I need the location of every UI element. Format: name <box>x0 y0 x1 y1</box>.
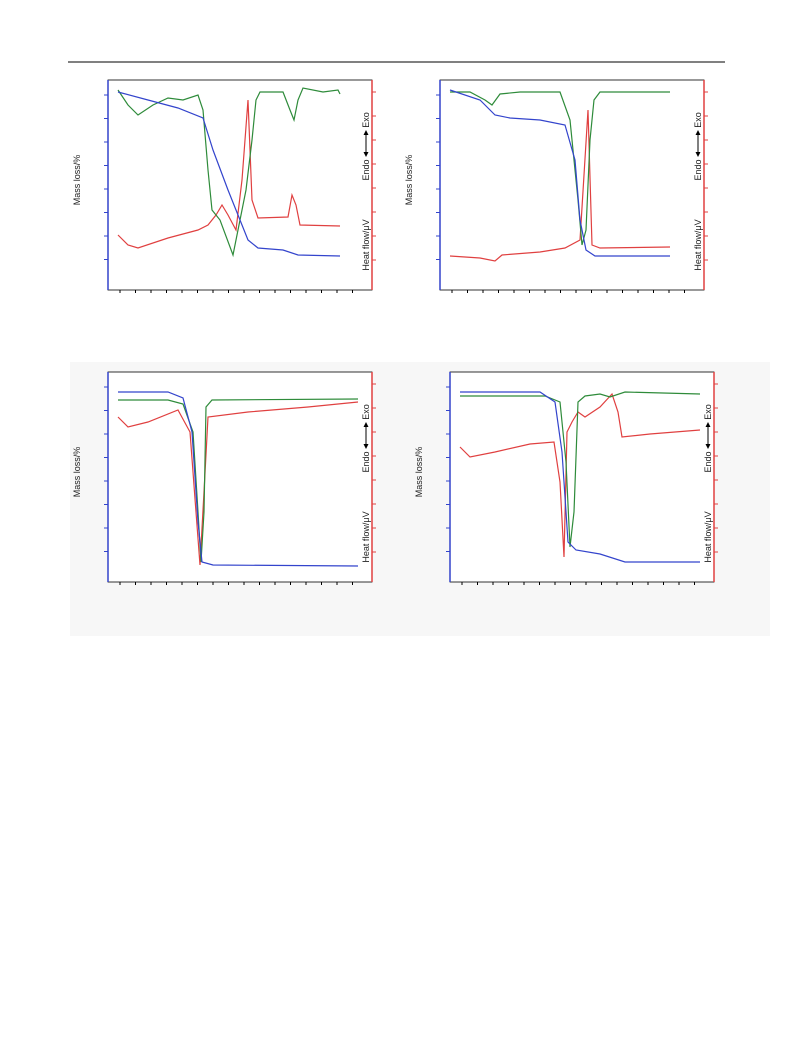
exo-label: Exo <box>693 112 703 128</box>
y-axis-label: Mass loss/% <box>404 155 414 206</box>
heat-flow-curve <box>459 392 701 558</box>
exo-label: Exo <box>703 404 713 420</box>
y2-axis-label: Heat flow/μV <box>361 511 371 562</box>
heat-flow-curve <box>117 401 359 566</box>
mass-curve <box>117 91 341 257</box>
endo-label: Endo <box>361 451 371 472</box>
panel <box>436 79 708 293</box>
mass-curve <box>449 89 670 257</box>
y2-axis-label: Heat flow/μV <box>361 219 371 270</box>
plot-frame <box>449 371 715 583</box>
mass-curve <box>460 391 700 563</box>
y-axis-label: Mass loss/% <box>72 155 82 206</box>
mass-curve <box>118 391 359 567</box>
exo-label: Exo <box>361 404 371 420</box>
y2-axis-label: Heat flow/μV <box>703 511 713 562</box>
panel <box>104 371 376 585</box>
endo-label: Endo <box>703 451 713 472</box>
endo-label: Endo <box>361 159 371 180</box>
endo-label: Endo <box>693 159 703 180</box>
panel <box>104 79 376 293</box>
dtg-curve <box>450 91 670 246</box>
plot-frame <box>439 79 705 291</box>
panel <box>446 371 718 585</box>
y2-axis-label: Heat flow/μV <box>693 219 703 270</box>
y-axis-label: Mass loss/% <box>414 447 424 498</box>
dtg-curve <box>117 87 341 258</box>
heat-flow-curve <box>449 109 671 262</box>
dtg-curve <box>460 391 701 548</box>
plot-frame <box>107 79 373 291</box>
y-axis-label: Mass loss/% <box>72 447 82 498</box>
heat-flow-curve <box>117 99 341 249</box>
exo-label: Exo <box>361 112 371 128</box>
plot-frame <box>107 371 373 583</box>
